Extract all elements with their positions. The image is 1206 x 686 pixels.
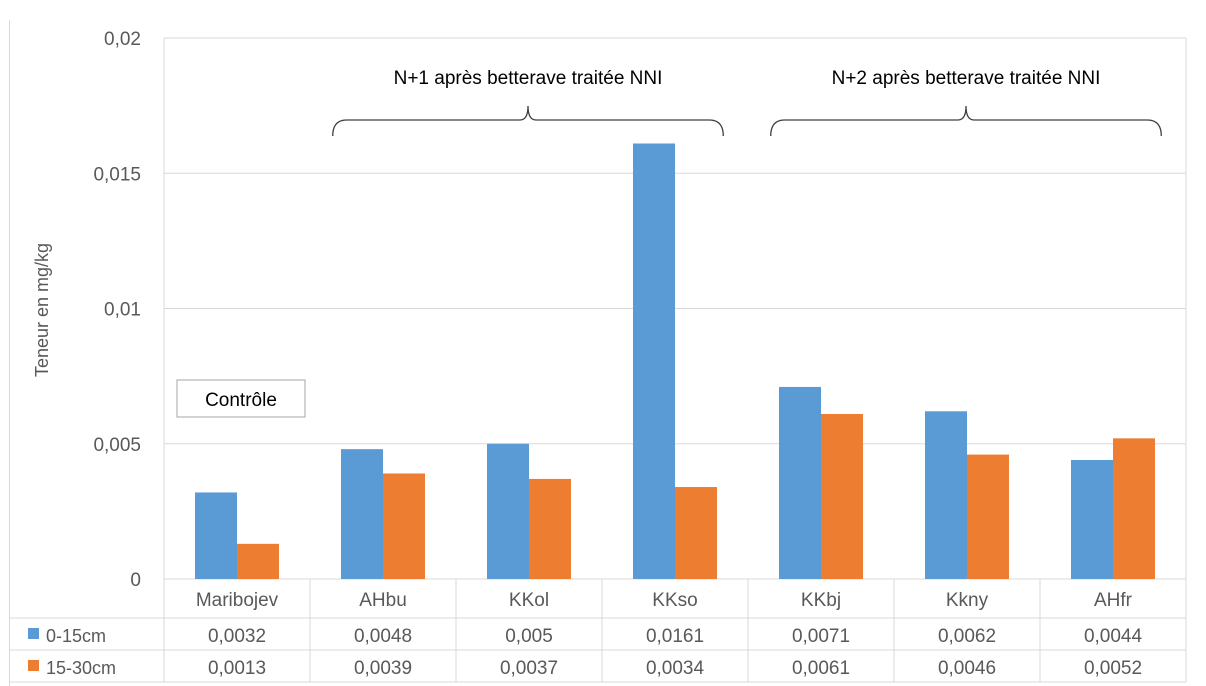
frame-left-edge <box>9 20 10 686</box>
bar-15-30cm-KKol <box>529 478 571 579</box>
table-value: 0,005 <box>505 626 553 647</box>
bar-15-30cm-Kkny <box>967 454 1009 579</box>
legend-label: 0-15cm <box>46 626 106 646</box>
annotations: N+1 après betterave traitée NNI N+2 après… <box>176 68 1162 418</box>
x-category-label: AHfr <box>1094 590 1133 611</box>
legend-key-0-15cm <box>28 628 39 639</box>
table-value: 0,0013 <box>208 658 266 679</box>
y-axis-label: Teneur en mg/kg <box>32 243 52 377</box>
bar-0-15cm-KKbj <box>779 386 821 579</box>
x-category-label: KKbj <box>801 590 841 611</box>
bars <box>195 143 1155 579</box>
table-value: 0,0161 <box>646 626 704 647</box>
annotation-text: N+2 après betterave traitée NNI <box>832 68 1101 89</box>
legend-label: 15-30cm <box>46 658 116 678</box>
x-category-label: Kkny <box>946 590 989 611</box>
bar-15-30cm-KKso <box>675 487 717 579</box>
legend-key-15-30cm <box>28 660 39 671</box>
annotation-text: Contrôle <box>205 390 277 411</box>
table-value: 0,0071 <box>792 626 850 647</box>
bar-0-15cm-KKso <box>633 143 675 579</box>
table-value: 0,0062 <box>938 626 996 647</box>
annotation-box <box>176 379 306 418</box>
table-value: 0,0048 <box>354 626 412 647</box>
table-value: 0,0046 <box>938 658 996 679</box>
x-category-label: KKol <box>509 590 549 611</box>
y-tick-label: 0 <box>130 570 141 591</box>
y-tick-label: 0,005 <box>93 435 141 456</box>
data-table: Maribojev AHbu KKol KKso KKbj Kkny AHfr 0-15cm 0… <box>9 579 1187 683</box>
x-category-label: AHbu <box>359 590 407 611</box>
bar-15-30cm-AHfr <box>1113 438 1155 579</box>
bar-15-30cm-AHbu <box>383 473 425 579</box>
bar-15-30cm-Maribojev <box>237 543 279 579</box>
y-tick-label: 0,02 <box>104 29 141 50</box>
table-value: 0,0039 <box>354 658 412 679</box>
table-value: 0,0034 <box>646 658 705 679</box>
table-value: 0,0044 <box>1084 626 1143 647</box>
table-value: 0,0037 <box>500 658 558 679</box>
x-category-label: KKso <box>652 590 697 611</box>
bar-0-15cm-Kkny <box>925 411 967 579</box>
bar-0-15cm-Maribojev <box>195 492 237 579</box>
table-value: 0,0061 <box>792 658 850 679</box>
table-value: 0,0032 <box>208 626 266 647</box>
bar-0-15cm-KKol <box>487 443 529 579</box>
bar-0-15cm-AHfr <box>1071 459 1113 579</box>
bar-0-15cm-AHbu <box>341 449 383 579</box>
bar-15-30cm-KKbj <box>821 413 863 579</box>
y-tick-label: 0,015 <box>93 164 141 185</box>
y-tick-label: 0,01 <box>104 300 141 321</box>
x-category-label: Maribojev <box>196 590 279 611</box>
annotation-text: N+1 après betterave traitée NNI <box>394 68 663 89</box>
y-axis-ticks: 0 0,005 0,01 0,015 0,02 <box>93 29 141 591</box>
annotation-brace <box>332 105 724 137</box>
annotation-brace <box>770 105 1162 137</box>
table-value: 0,0052 <box>1084 658 1142 679</box>
